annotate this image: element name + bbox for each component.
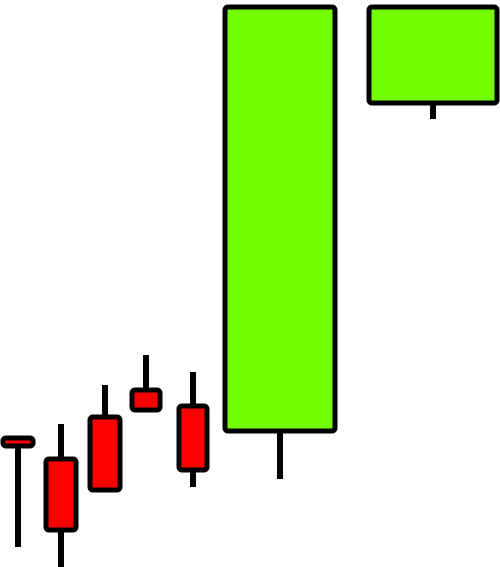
candle-7 xyxy=(366,4,500,119)
candle-4 xyxy=(129,355,163,413)
candle-5 xyxy=(176,372,210,487)
candle-1-body xyxy=(0,435,36,449)
candle-1 xyxy=(0,435,36,547)
candle-2-body xyxy=(43,456,79,533)
candle-3 xyxy=(87,385,123,493)
candle-2 xyxy=(43,424,79,567)
candle-5-body xyxy=(176,403,210,473)
candle-7-body xyxy=(366,4,500,106)
candle-4-body xyxy=(129,387,163,413)
candle-3-body xyxy=(87,414,123,493)
candle-6-body xyxy=(222,4,338,434)
candle-6 xyxy=(222,4,338,479)
